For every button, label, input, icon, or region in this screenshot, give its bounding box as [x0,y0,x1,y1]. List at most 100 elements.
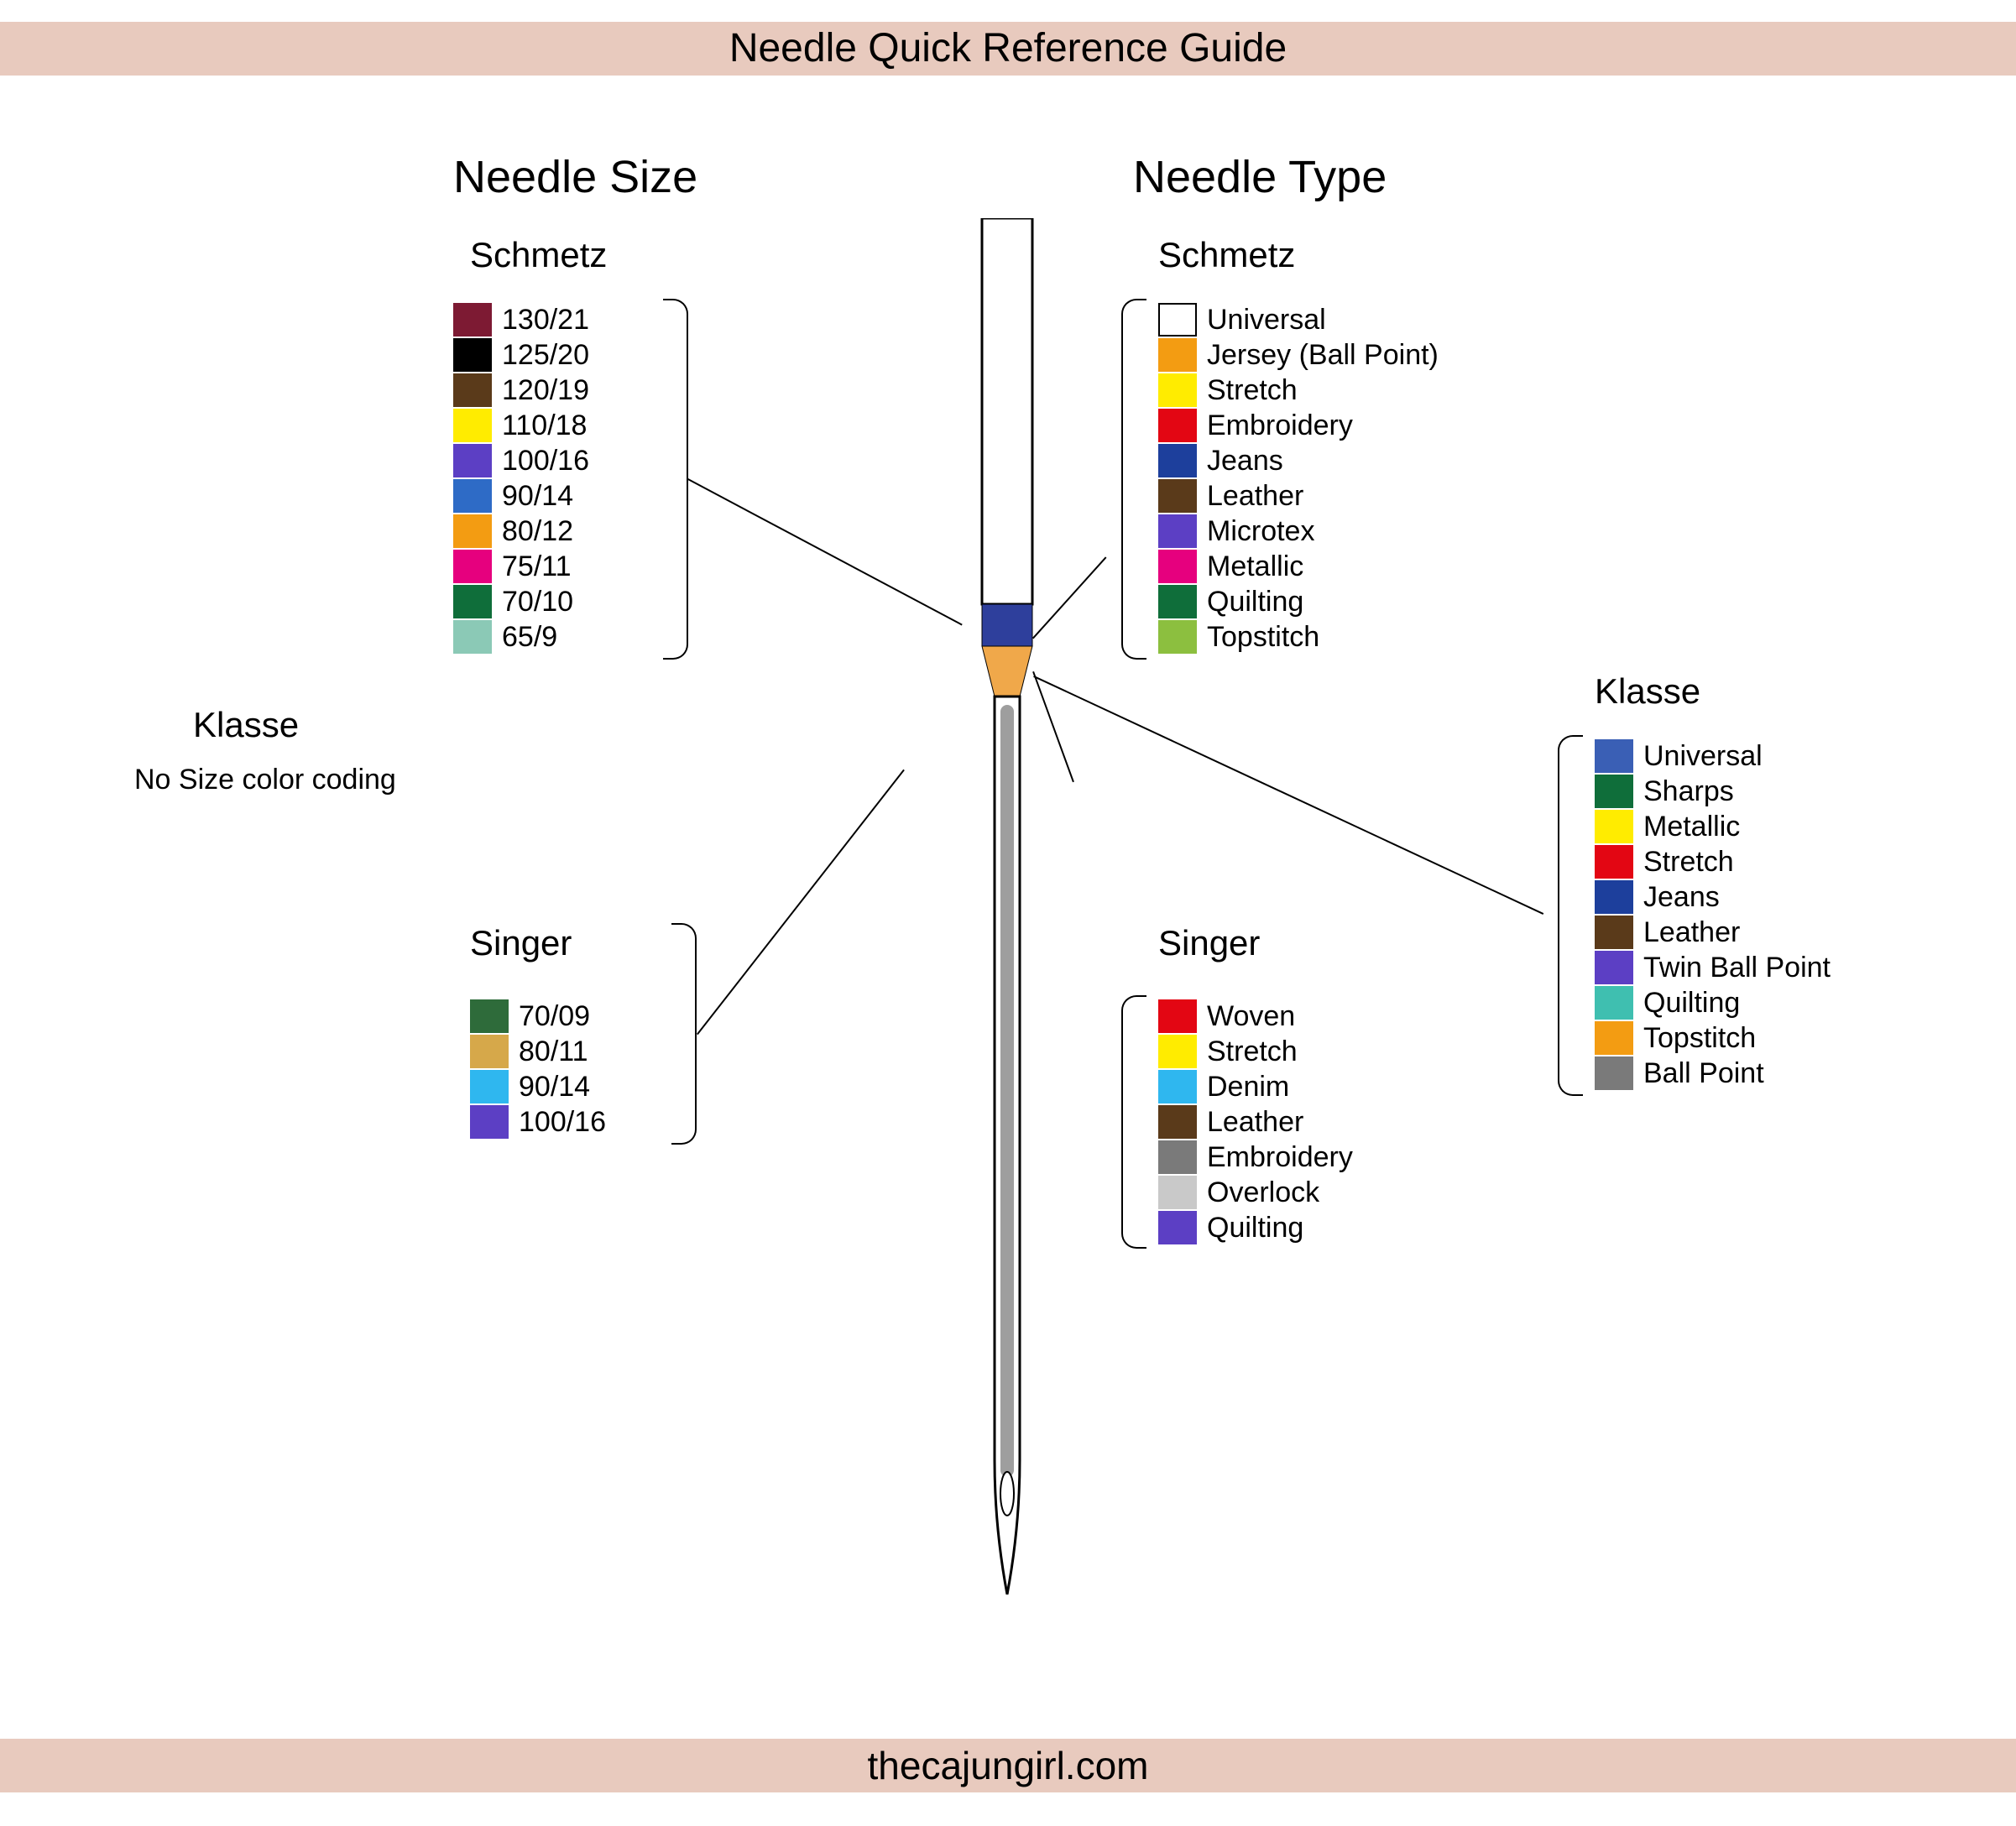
legend-label: Embroidery [1207,410,1353,442]
legend-label: 90/14 [502,480,573,513]
legend-item: 80/12 [453,514,589,549]
legend-item: 70/10 [453,584,589,619]
legend-item: 120/19 [453,373,589,408]
legend-item: 100/16 [453,443,589,478]
size-schmetz-legend: 130/21125/20120/19110/18100/1690/1480/12… [453,302,589,655]
color-swatch [1158,1070,1197,1103]
legend-item: Topstitch [1595,1020,1831,1056]
legend-label: Jersey (Ball Point) [1207,339,1439,372]
legend-item: Jeans [1595,879,1831,915]
legend-item: Overlock [1158,1175,1353,1210]
legend-label: Quilting [1643,987,1740,1020]
legend-item: Quilting [1595,985,1831,1020]
color-swatch [1158,550,1197,583]
color-swatch [1158,1176,1197,1209]
legend-label: Quilting [1207,1212,1303,1244]
color-swatch [453,303,492,337]
heading-needle-type: Needle Type [1133,151,1387,203]
legend-label: Twin Ball Point [1643,952,1831,984]
size-klasse-heading: Klasse [193,705,299,745]
color-swatch [1595,739,1633,773]
color-swatch [1595,1056,1633,1090]
lead-line [687,478,963,625]
legend-item: 70/09 [470,999,606,1034]
legend-label: Overlock [1207,1176,1319,1209]
legend-item: Woven [1158,999,1353,1034]
legend-item: 90/14 [453,478,589,514]
legend-label: Universal [1207,304,1326,337]
legend-label: Woven [1207,1000,1295,1033]
legend-label: Metallic [1643,811,1740,843]
legend-item: Ball Point [1595,1056,1831,1091]
needle-illustration [940,218,1074,1649]
size-singer-heading: Singer [470,923,572,963]
legend-item: 65/9 [453,619,589,655]
legend-item: Universal [1158,302,1439,337]
bracket-type-klasse [1558,735,1583,1096]
color-swatch [1158,620,1197,654]
legend-label: 65/9 [502,621,557,654]
color-swatch [470,1070,509,1103]
legend-item: Universal [1595,738,1831,774]
legend-item: Stretch [1595,844,1831,879]
legend-item: Stretch [1158,373,1439,408]
legend-label: Jeans [1207,445,1283,477]
legend-item: 90/14 [470,1069,606,1104]
legend-item: Twin Ball Point [1595,950,1831,985]
legend-label: Quilting [1207,586,1303,618]
color-swatch [1595,951,1633,984]
type-singer-legend: WovenStretchDenimLeatherEmbroideryOverlo… [1158,999,1353,1245]
size-singer-legend: 70/0980/1190/14100/16 [470,999,606,1140]
color-swatch [1595,1021,1633,1055]
legend-label: Ball Point [1643,1057,1764,1090]
color-swatch [1595,810,1633,843]
color-swatch [1595,845,1633,879]
color-swatch [1158,303,1197,337]
legend-item: Quilting [1158,584,1439,619]
legend-label: 110/18 [502,410,587,442]
color-swatch [1158,514,1197,548]
legend-label: Leather [1207,480,1303,513]
size-klasse-note: No Size color coding [134,764,396,796]
color-swatch [453,620,492,654]
heading-needle-size: Needle Size [453,151,697,203]
bracket-size-singer [671,923,697,1145]
legend-label: Topstitch [1207,621,1319,654]
color-swatch [1158,1140,1197,1174]
color-swatch [1595,916,1633,949]
legend-label: 100/16 [519,1106,606,1139]
legend-label: 80/11 [519,1036,588,1068]
legend-label: Microtex [1207,515,1314,548]
bracket-size-schmetz [663,299,688,660]
color-swatch [1595,986,1633,1020]
legend-item: Denim [1158,1069,1353,1104]
legend-item: Sharps [1595,774,1831,809]
type-klasse-heading: Klasse [1595,671,1700,712]
legend-item: 80/11 [470,1034,606,1069]
color-swatch [453,479,492,513]
legend-label: Sharps [1643,775,1734,808]
legend-label: Stretch [1643,846,1734,879]
legend-label: Stretch [1207,1036,1298,1068]
color-swatch [470,1035,509,1068]
legend-item: Embroidery [1158,1140,1353,1175]
color-swatch [453,373,492,407]
title-bar: Needle Quick Reference Guide [0,22,2016,76]
color-swatch [470,999,509,1033]
legend-label: 120/19 [502,374,589,407]
color-swatch [1158,338,1197,372]
footer-text: thecajungirl.com [868,1744,1149,1787]
color-swatch [453,585,492,618]
legend-label: Leather [1207,1106,1303,1139]
legend-label: 90/14 [519,1071,590,1103]
legend-item: 130/21 [453,302,589,337]
legend-label: Stretch [1207,374,1298,407]
legend-item: 110/18 [453,408,589,443]
color-swatch [1158,585,1197,618]
legend-item: Leather [1158,1104,1353,1140]
color-swatch [1158,409,1197,442]
color-swatch [1595,880,1633,914]
legend-label: Embroidery [1207,1141,1353,1174]
type-schmetz-heading: Schmetz [1158,235,1295,275]
legend-item: Topstitch [1158,619,1439,655]
